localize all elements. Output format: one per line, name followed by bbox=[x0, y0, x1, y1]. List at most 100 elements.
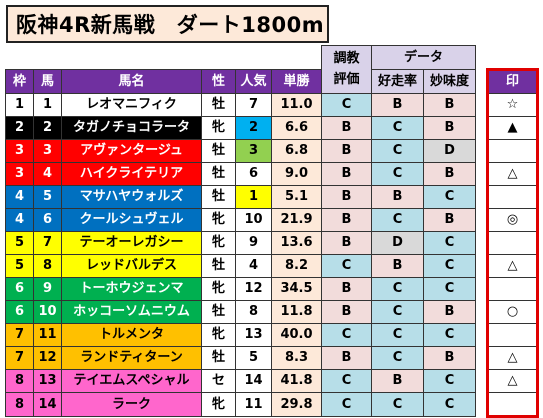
kosoritsu-grade-cell: C bbox=[371, 161, 424, 186]
horse-name-cell: タガノチョコラータ bbox=[61, 115, 202, 140]
popularity-cell: 10 bbox=[235, 207, 272, 232]
odds-cell: 11.8 bbox=[271, 299, 322, 324]
odds-cell: 11.0 bbox=[271, 92, 322, 117]
kosoritsu-grade-cell: C bbox=[371, 207, 424, 232]
sex-cell: 牡 bbox=[201, 345, 236, 370]
myomido-grade-cell: C bbox=[423, 230, 476, 255]
myomido-header: 妙味度 bbox=[423, 68, 476, 94]
waku-cell: 4 bbox=[5, 207, 34, 232]
mark-cell bbox=[486, 322, 539, 347]
myomido-grade-cell: B bbox=[423, 161, 476, 186]
table-row: 5 7 テーオーレガシー牝 9 13.6 B D C bbox=[5, 230, 539, 255]
waku-header: 枠 bbox=[5, 68, 34, 94]
popularity-cell: 2 bbox=[235, 115, 272, 140]
waku-cell: 7 bbox=[5, 345, 34, 370]
popularity-cell: 5 bbox=[235, 345, 272, 370]
ninki-header: 人気 bbox=[235, 68, 272, 94]
table-row: 8 13 テイエムスペシャルセ 14 41.8 C B C △ bbox=[5, 368, 539, 393]
mark-cell bbox=[486, 230, 539, 255]
waku-cell: 5 bbox=[5, 253, 34, 278]
kosoritsu-grade-cell: B bbox=[371, 253, 424, 278]
table-row: 6 10 ホッコーソムニウム牡 8 11.8 B C B ○ bbox=[5, 299, 539, 324]
horse-name-cell: トーホウジェンマ bbox=[61, 276, 202, 301]
tansho-header: 単勝 bbox=[271, 68, 322, 94]
sex-cell: 牡 bbox=[201, 253, 236, 278]
shirushi-header: 印 bbox=[486, 67, 539, 94]
myomido-grade-cell: B bbox=[423, 345, 476, 370]
uma-cell: 4 bbox=[33, 161, 62, 186]
sex-cell: 牝 bbox=[201, 322, 236, 347]
mark-cell: △ bbox=[486, 161, 539, 186]
uma-cell: 3 bbox=[33, 138, 62, 163]
uma-cell: 14 bbox=[33, 391, 62, 417]
popularity-cell: 3 bbox=[235, 138, 272, 163]
hyoka-label: 評価 bbox=[333, 72, 360, 88]
mark-cell bbox=[486, 276, 539, 301]
horse-name-cell: ランドティターン bbox=[61, 345, 202, 370]
myomido-grade-cell: C bbox=[423, 276, 476, 301]
uma-cell: 1 bbox=[33, 92, 62, 117]
race-table: 調教 評価 データ 枠 馬 馬名 性 人気 単勝 好走率 妙味度 印 1 1 レオマ… bbox=[5, 45, 539, 418]
popularity-cell: 1 bbox=[235, 184, 272, 209]
bamei-header: 馬名 bbox=[61, 68, 202, 94]
horse-name-cell: テーオーレガシー bbox=[61, 230, 202, 255]
horse-name-cell: アヴァンタージュ bbox=[61, 138, 202, 163]
chokyo-grade-cell: B bbox=[321, 161, 372, 186]
sei-header: 性 bbox=[201, 68, 236, 94]
table-row: 1 1 レオマニフィク牡 7 11.0 C B B ☆ bbox=[5, 92, 539, 117]
uma-cell: 7 bbox=[33, 230, 62, 255]
sex-cell: 牝 bbox=[201, 230, 236, 255]
uma-cell: 8 bbox=[33, 253, 62, 278]
popularity-cell: 12 bbox=[235, 276, 272, 301]
sex-cell: 牝 bbox=[201, 391, 236, 417]
chokyo-grade-cell: B bbox=[321, 230, 372, 255]
mark-cell bbox=[486, 138, 539, 163]
table-row: 2 2 タガノチョコラータ牝 2 6.6 B C B ▲ bbox=[5, 115, 539, 140]
waku-cell: 6 bbox=[5, 299, 34, 324]
kosoritsu-grade-cell: C bbox=[371, 299, 424, 324]
sex-cell: 牡 bbox=[201, 184, 236, 209]
kosoritsu-grade-cell: C bbox=[371, 138, 424, 163]
table-row: 3 4 ハイクライテリア牡 6 9.0 B C B △ bbox=[5, 161, 539, 186]
sex-cell: 牝 bbox=[201, 207, 236, 232]
myomido-grade-cell: C bbox=[423, 322, 476, 347]
waku-cell: 4 bbox=[5, 184, 34, 209]
uma-cell: 12 bbox=[33, 345, 62, 370]
chokyo-grade-cell: B bbox=[321, 345, 372, 370]
sex-cell: 牡 bbox=[201, 92, 236, 117]
sex-cell: 牡 bbox=[201, 161, 236, 186]
odds-cell: 9.0 bbox=[271, 161, 322, 186]
uma-cell: 10 bbox=[33, 299, 62, 324]
odds-cell: 6.8 bbox=[271, 138, 322, 163]
chokyo-grade-cell: B bbox=[321, 184, 372, 209]
table-row: 5 8 レッドバルデス牡 4 8.2 C B C △ bbox=[5, 253, 539, 278]
popularity-cell: 13 bbox=[235, 322, 272, 347]
chokyo-grade-cell: C bbox=[321, 391, 372, 417]
odds-cell: 34.5 bbox=[271, 276, 322, 301]
uma-cell: 9 bbox=[33, 276, 62, 301]
waku-cell: 8 bbox=[5, 368, 34, 393]
odds-cell: 8.3 bbox=[271, 345, 322, 370]
chokyo-label: 調教 bbox=[333, 51, 360, 67]
chokyo-grade-cell: C bbox=[321, 368, 372, 393]
header-row-top: 調教 評価 データ bbox=[5, 45, 538, 94]
uma-cell: 13 bbox=[33, 368, 62, 393]
kosoritsu-grade-cell: B bbox=[371, 92, 424, 117]
kosoritsu-grade-cell: B bbox=[371, 368, 424, 393]
myomido-grade-cell: D bbox=[423, 138, 476, 163]
kosoritsu-grade-cell: C bbox=[371, 345, 424, 370]
waku-cell: 6 bbox=[5, 276, 34, 301]
odds-cell: 21.9 bbox=[271, 207, 322, 232]
kosoritsu-grade-cell: C bbox=[371, 276, 424, 301]
mark-cell bbox=[486, 184, 539, 209]
uma-header: 馬 bbox=[33, 68, 62, 94]
popularity-cell: 7 bbox=[235, 92, 272, 117]
table-row: 4 5 マサハヤウォルズ牡 1 5.1 B B C bbox=[5, 184, 539, 209]
waku-cell: 5 bbox=[5, 230, 34, 255]
kosoritsu-header: 好走率 bbox=[371, 68, 424, 94]
kosoritsu-grade-cell: C bbox=[371, 391, 424, 417]
odds-cell: 29.8 bbox=[271, 391, 322, 417]
myomido-grade-cell: B bbox=[423, 115, 476, 140]
myomido-grade-cell: B bbox=[423, 207, 476, 232]
sex-cell: セ bbox=[201, 368, 236, 393]
